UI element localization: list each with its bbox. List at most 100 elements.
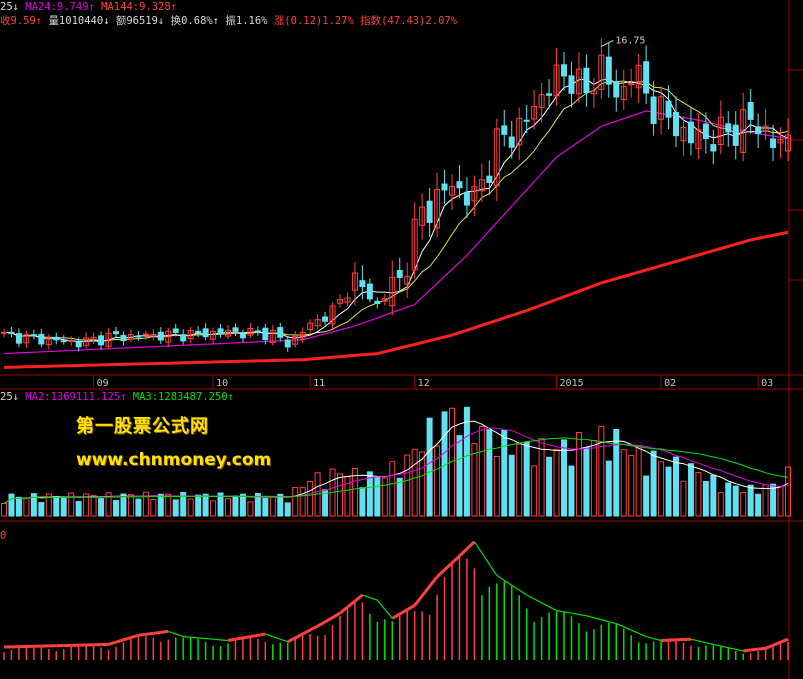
candle-body bbox=[628, 83, 635, 86]
high-annotation-label: 16.75 bbox=[615, 35, 645, 46]
volume-bar bbox=[658, 461, 665, 517]
candle-body bbox=[456, 181, 463, 189]
candle-body bbox=[68, 340, 75, 343]
volume-bar bbox=[165, 493, 172, 517]
indicator-line-segment bbox=[198, 637, 206, 640]
indicator-line-segment bbox=[623, 626, 632, 631]
indicator-line-segment bbox=[324, 616, 334, 624]
candle-body bbox=[471, 186, 478, 202]
volume-bar bbox=[337, 473, 343, 517]
volume-bar bbox=[590, 440, 597, 517]
indicator-line-segment bbox=[563, 611, 572, 614]
candle-body bbox=[165, 330, 172, 343]
indicator-line-segment bbox=[526, 594, 535, 600]
indicator-line-segment bbox=[123, 636, 132, 642]
volume-bar bbox=[561, 439, 567, 517]
candle-body bbox=[717, 116, 724, 146]
candle-body bbox=[239, 333, 246, 339]
x-tick-label-3: 12 bbox=[418, 378, 430, 389]
ma-label-0: 25↓ bbox=[0, 1, 26, 13]
indicator-line-segment bbox=[436, 568, 446, 578]
volume-bar bbox=[75, 501, 82, 517]
candle-body bbox=[351, 272, 358, 291]
candle-body bbox=[553, 64, 560, 97]
volume-bar bbox=[277, 493, 284, 517]
indicator-line-segment bbox=[362, 594, 371, 599]
candle-body bbox=[575, 68, 582, 95]
indicator-line-segment bbox=[705, 642, 714, 645]
indicator-line-segment bbox=[638, 632, 647, 638]
indicator-line-segment bbox=[309, 624, 319, 632]
volume-bar bbox=[247, 501, 254, 517]
candle-body bbox=[15, 333, 22, 344]
quote-field-3: 换0.68%↑ bbox=[170, 15, 226, 27]
candle-body bbox=[202, 328, 209, 338]
volume-bar bbox=[434, 445, 441, 517]
candle-body bbox=[635, 64, 642, 89]
candle-body bbox=[75, 341, 82, 348]
candle-body bbox=[60, 340, 67, 343]
candle-body bbox=[105, 332, 112, 347]
indicator-line-segment bbox=[473, 541, 483, 554]
indicator-line-segment bbox=[772, 640, 782, 647]
indicator-line-segment bbox=[316, 620, 326, 628]
indicator-line-segment bbox=[190, 636, 199, 639]
candle-body bbox=[98, 335, 105, 346]
indicator-line-segment bbox=[645, 636, 654, 640]
indicator-line-segment bbox=[398, 608, 408, 616]
candle-body bbox=[538, 94, 545, 109]
candle-body bbox=[262, 327, 269, 341]
candle-body bbox=[404, 275, 411, 285]
indicator-line-segment bbox=[653, 637, 662, 642]
candle-body bbox=[673, 111, 679, 137]
candle-body bbox=[322, 316, 329, 322]
volume-bar bbox=[620, 449, 627, 517]
volume-bar bbox=[254, 492, 261, 517]
volume-bar bbox=[225, 498, 231, 517]
volume-bar bbox=[359, 487, 366, 517]
candle-body bbox=[777, 139, 784, 144]
volume-bar bbox=[98, 498, 105, 517]
candle-body bbox=[217, 328, 224, 334]
quote-field-6: 指数(47.43)2.07% bbox=[360, 15, 458, 27]
volume-bar bbox=[113, 500, 119, 517]
candle-body bbox=[284, 339, 291, 348]
candle-body bbox=[172, 328, 179, 333]
volume-bar bbox=[389, 461, 396, 517]
indicator-line-segment bbox=[779, 637, 789, 644]
vol-ma-label-1: MA2:1369111.125↑ bbox=[25, 391, 133, 403]
volume-bar bbox=[187, 498, 194, 517]
volume-bar bbox=[501, 429, 508, 517]
volume-bar bbox=[15, 496, 22, 517]
indicator-line-segment bbox=[481, 552, 490, 565]
indicator-line-segment bbox=[108, 640, 117, 646]
indicator-line-segment bbox=[548, 606, 557, 612]
volume-bar bbox=[762, 484, 769, 517]
candle-body bbox=[687, 121, 694, 144]
indicator-line-segment bbox=[496, 574, 505, 581]
candle-body bbox=[650, 96, 657, 124]
indicator-line-segment bbox=[294, 632, 304, 640]
watermark-url: www.chnmoney.com bbox=[76, 450, 272, 470]
indicator-line-segment bbox=[690, 638, 699, 642]
x-tick-label-6: 03 bbox=[761, 378, 773, 389]
indicator-line-segment bbox=[213, 638, 221, 641]
indicator-line-segment bbox=[735, 648, 744, 652]
candle-body bbox=[658, 96, 665, 120]
candle-body bbox=[419, 206, 426, 226]
volume-bar bbox=[516, 443, 523, 517]
volume-bar bbox=[583, 447, 590, 517]
volume-bar bbox=[404, 454, 411, 517]
volume-bar bbox=[1, 502, 7, 517]
volume-bar bbox=[284, 502, 291, 517]
candle-body bbox=[732, 124, 739, 146]
candle-body bbox=[620, 86, 627, 101]
x-tick-label-4: 2015 bbox=[560, 378, 584, 389]
indicator-line-segment bbox=[503, 579, 513, 586]
volume-bar bbox=[665, 466, 672, 517]
candle-body bbox=[501, 125, 508, 135]
indicator-line-segment bbox=[301, 628, 311, 636]
candle-body bbox=[508, 136, 515, 148]
candle-body bbox=[292, 335, 299, 345]
